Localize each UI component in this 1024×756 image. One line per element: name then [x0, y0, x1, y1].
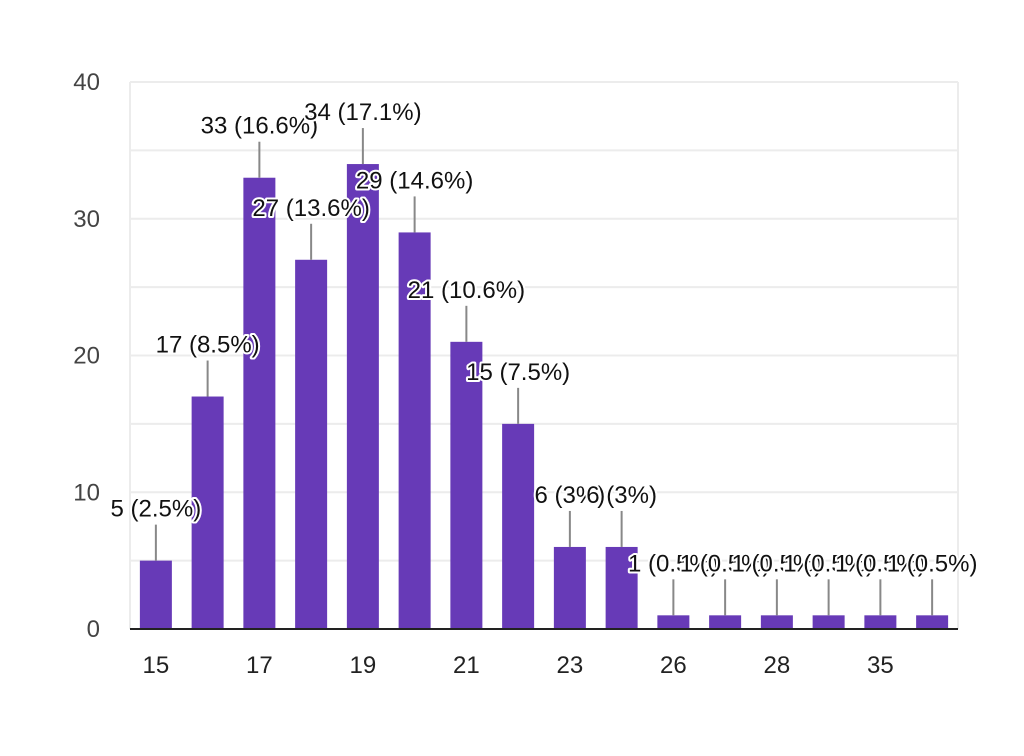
bar — [812, 615, 845, 629]
data-label: 5 (2.5%) — [111, 496, 202, 523]
bars — [139, 164, 949, 630]
data-label: 15 (7.5%) — [466, 359, 570, 386]
x-tick-label: 26 — [660, 652, 687, 679]
data-label: 1 (0.5%) — [887, 550, 978, 577]
y-tick-label: 10 — [73, 479, 100, 506]
data-label: 1 (0.5%) — [835, 550, 926, 577]
x-tick-label: 35 — [867, 652, 894, 679]
data-label: 21 (10.6%) — [408, 277, 525, 304]
y-tick-label: 30 — [73, 206, 100, 233]
bar — [450, 341, 483, 629]
bar — [657, 615, 690, 629]
x-axis-ticks: 15 17 19 21 23 26 28 35 — [143, 652, 894, 679]
bar — [864, 615, 897, 629]
x-tick-label: 19 — [350, 652, 377, 679]
bar — [760, 615, 793, 629]
x-tick-label: 21 — [453, 652, 480, 679]
bar — [709, 615, 742, 629]
data-label: 29 (14.6%) — [356, 167, 473, 194]
data-label: 1 (0.5%) — [628, 550, 719, 577]
y-tick-label: 20 — [73, 343, 100, 370]
y-tick-label: 0 — [87, 616, 100, 643]
x-tick-label: 28 — [764, 652, 791, 679]
bar — [346, 164, 379, 630]
bar — [553, 546, 586, 629]
x-tick-label: 23 — [557, 652, 584, 679]
data-label: 33 (16.6%) — [201, 113, 318, 140]
bar — [502, 423, 535, 629]
data-label: 27 (13.6%) — [252, 195, 369, 222]
data-label: 1 (0.5%) — [783, 550, 874, 577]
x-tick-label: 15 — [143, 652, 170, 679]
y-tick-label: 40 — [73, 69, 100, 96]
bar — [398, 232, 431, 630]
bar — [295, 259, 328, 629]
data-label: 6 (3%) — [586, 482, 657, 509]
data-label: 17 (8.5%) — [156, 332, 260, 359]
bar — [605, 546, 638, 629]
bar — [243, 177, 276, 629]
label-leaders — [154, 128, 934, 616]
data-label: 1 (0.5%) — [732, 550, 823, 577]
data-label: 34 (17.1%) — [304, 99, 421, 126]
bar — [916, 615, 949, 629]
x-tick-label: 17 — [246, 652, 273, 679]
bar — [191, 396, 224, 629]
data-label: 6 (3%) — [535, 482, 606, 509]
y-axis-ticks: 0 10 20 30 40 — [73, 69, 100, 643]
data-label: 1 (0.5%) — [680, 550, 771, 577]
data-labels: 5 (2.5%) 17 (8.5%) 33 (16.6%) 27 (13.6%) 34 … — [109, 97, 980, 579]
bar — [139, 560, 172, 629]
